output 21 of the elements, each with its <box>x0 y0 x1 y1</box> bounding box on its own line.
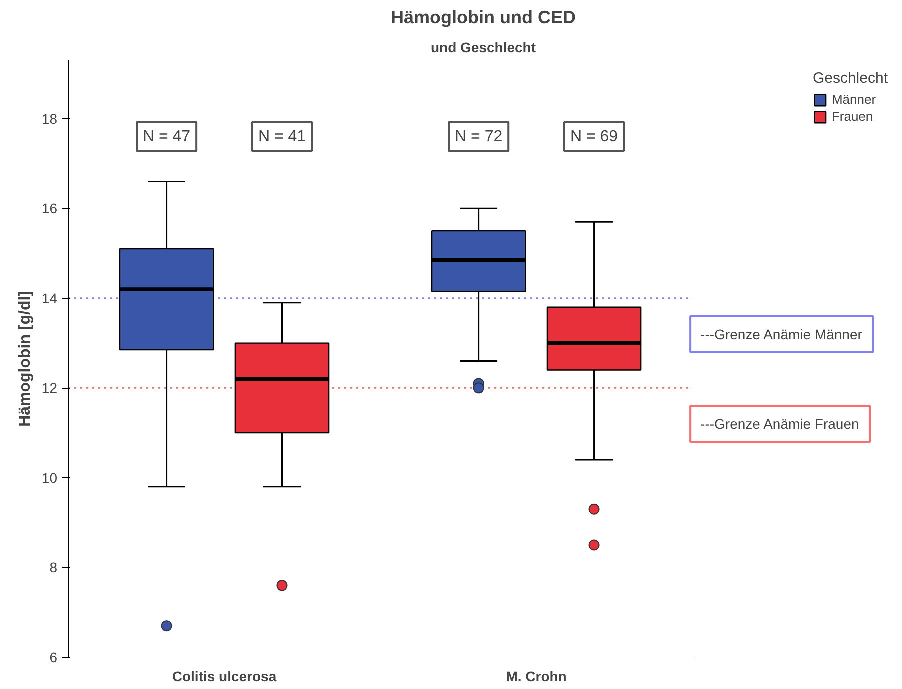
y-tick-label: 12 <box>42 380 58 396</box>
chart-title: Hämoglobin und CED <box>391 8 576 28</box>
annotation: N = 72 <box>455 128 503 146</box>
y-tick-label: 6 <box>50 650 58 666</box>
legend-label: Männer <box>832 92 876 107</box>
x-tick-label: Colitis ulcerosa <box>172 668 277 684</box>
y-tick-label: 16 <box>42 200 58 217</box>
chart-subtitle: und Geschlecht <box>430 40 536 56</box>
annotation: N = 69 <box>570 128 618 146</box>
y-tick-label: 10 <box>42 470 58 486</box>
y-tick-label: 18 <box>42 110 58 127</box>
y-axis-title: Hämoglobin [g/dl] <box>16 291 34 427</box>
x-tick-label: M. Crohn <box>506 668 567 684</box>
annotation: N = 47 <box>142 128 191 146</box>
ref-line-label: ---Grenze Anämie Frauen <box>700 416 860 432</box>
annotation: N = 41 <box>258 128 306 146</box>
ref-line-label: ---Grenze Anämie Männer <box>700 326 863 342</box>
legend-label: Frauen <box>832 109 874 124</box>
y-tick-label: 14 <box>42 290 58 306</box>
y-tick-label: 8 <box>50 560 58 576</box>
legend-title: Geschlecht <box>812 70 888 87</box>
